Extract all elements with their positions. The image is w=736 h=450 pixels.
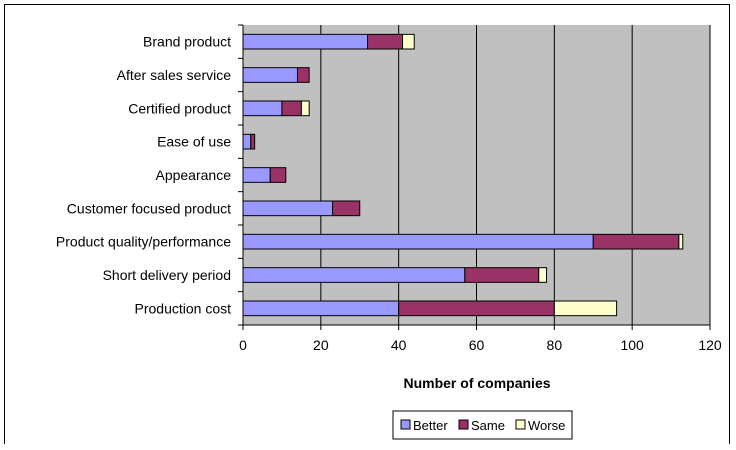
bar-worse-0 — [402, 33, 415, 50]
bar-same-6 — [592, 233, 680, 250]
bar-better-1 — [242, 67, 298, 83]
legend-swatch-worse — [515, 419, 526, 430]
legend-label-better: Better — [413, 418, 448, 433]
x-tick-label: 80 — [547, 337, 563, 353]
bar-worse-6 — [678, 233, 684, 250]
x-axis-title: Number of companies — [403, 375, 550, 391]
bar-better-5 — [242, 200, 334, 217]
x-tick-label: 40 — [391, 337, 407, 353]
category-labels: Brand product After sales service Certifie… — [56, 24, 243, 326]
bar-worse-2 — [300, 100, 310, 117]
legend-label-same: Same — [471, 418, 505, 433]
category-label: Production cost — [135, 300, 232, 316]
bar-same-8 — [398, 300, 555, 317]
x-tick-labels: 0 20 40 60 80 100 120 — [239, 325, 722, 353]
bar-same-1 — [296, 67, 310, 83]
category-label: Appearance — [155, 167, 231, 183]
bar-same-2 — [281, 100, 302, 117]
bar-same-5 — [332, 200, 361, 217]
bar-better-8 — [242, 300, 400, 317]
category-label: Product quality/performance — [56, 234, 231, 250]
x-tick-label: 120 — [698, 337, 722, 353]
legend-swatch-better — [400, 419, 411, 430]
legend-box — [392, 410, 573, 440]
bar-same-4 — [269, 167, 287, 183]
bar-better-7 — [242, 267, 466, 283]
bars — [242, 33, 684, 317]
bar-same-3 — [250, 133, 256, 150]
legend: Better Same Worse — [392, 410, 573, 440]
x-tick-label: 60 — [469, 337, 485, 353]
bar-better-0 — [242, 33, 369, 50]
category-label: Ease of use — [157, 134, 231, 150]
bar-same-0 — [367, 33, 404, 50]
category-label: After sales service — [117, 67, 232, 83]
x-tick-label: 20 — [313, 337, 329, 353]
legend-swatch-same — [458, 419, 469, 430]
x-tick-label: 100 — [620, 337, 644, 353]
category-label: Brand product — [143, 34, 231, 50]
bar-better-6 — [242, 233, 594, 250]
bar-worse-7 — [538, 267, 548, 283]
bar-worse-8 — [553, 300, 618, 317]
bar-better-4 — [242, 167, 271, 183]
category-label: Short delivery period — [103, 267, 231, 283]
category-label: Customer focused product — [67, 200, 231, 216]
bar-better-3 — [242, 133, 252, 150]
legend-label-worse: Worse — [528, 418, 565, 433]
bar-better-2 — [242, 100, 283, 117]
category-label: Certified product — [128, 100, 231, 116]
x-tick-label: 0 — [239, 337, 247, 353]
bar-same-7 — [464, 267, 540, 283]
